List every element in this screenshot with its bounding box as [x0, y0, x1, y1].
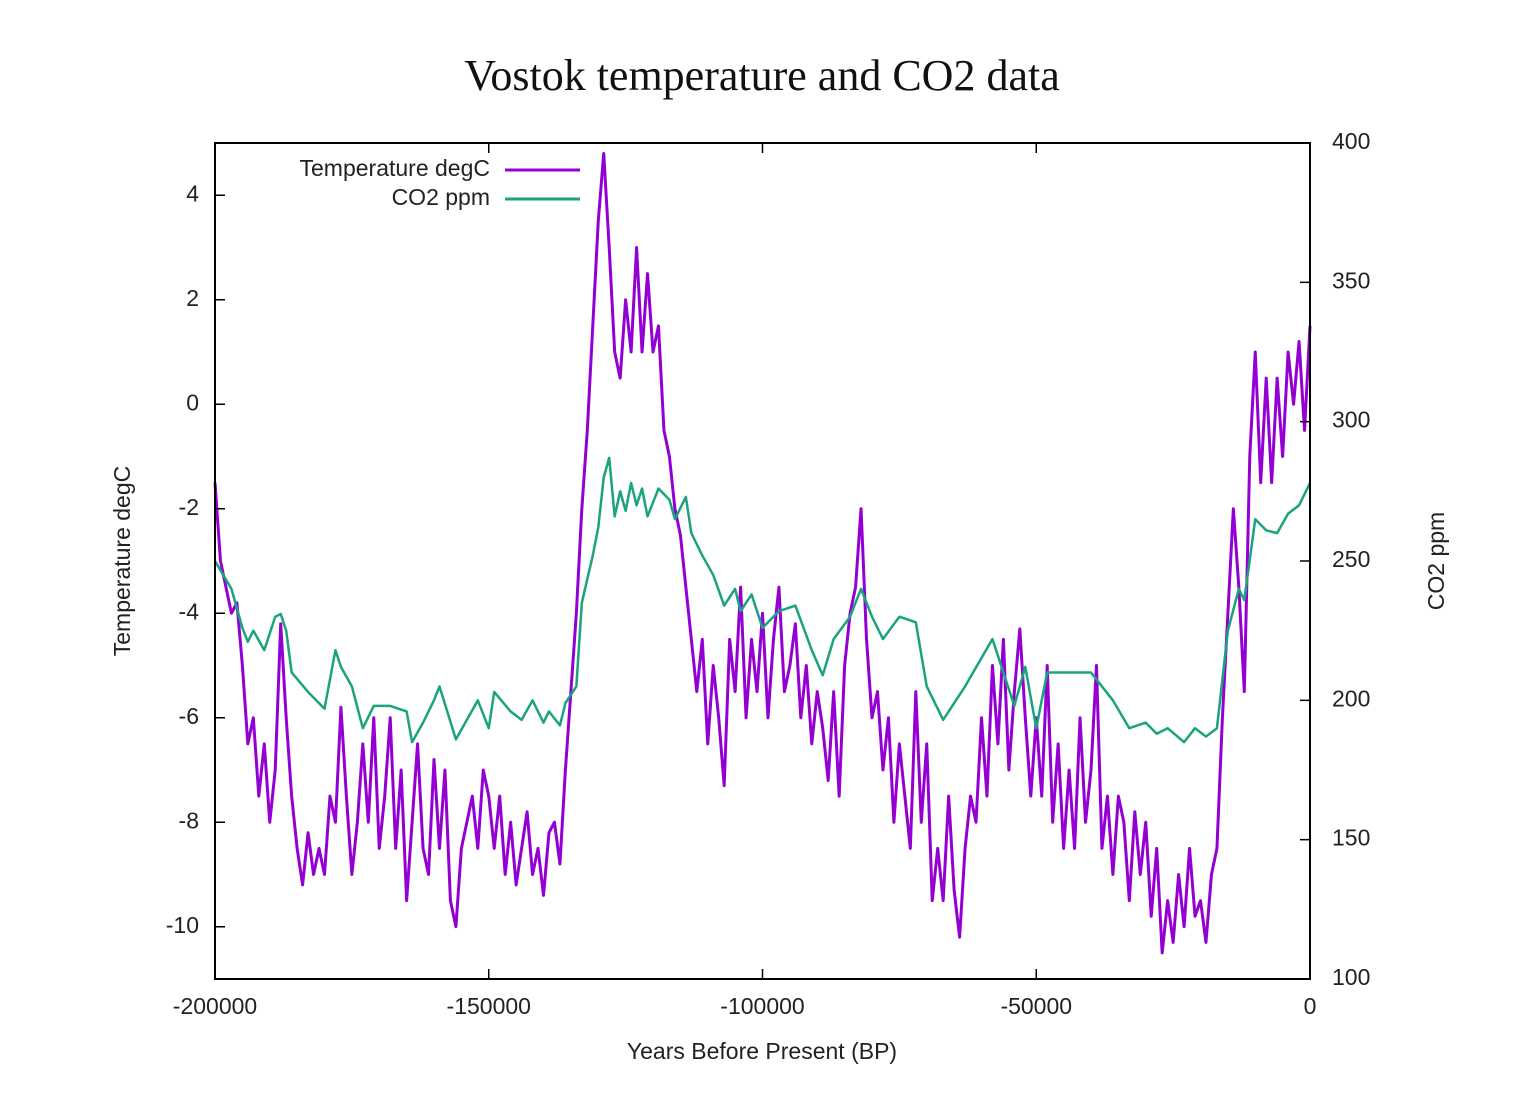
series-line — [213, 151, 1312, 955]
x-tick-label: -150000 — [447, 993, 531, 1019]
y-tick-label: -6 — [179, 703, 199, 729]
y2-tick-label: 300 — [1332, 407, 1370, 433]
x-tick-label: 0 — [1304, 993, 1317, 1019]
series-line — [213, 456, 1312, 744]
y-tick-label: 2 — [186, 285, 199, 311]
y-tick-label: -2 — [179, 494, 199, 520]
y2-axis-label: CO2 ppm — [1423, 512, 1449, 610]
y2-tick-label: 400 — [1332, 128, 1370, 154]
plot-area — [213, 151, 1312, 955]
y2-tick-label: 250 — [1332, 546, 1370, 572]
y2-tick-label: 150 — [1332, 825, 1370, 851]
y-tick-label: -8 — [179, 807, 199, 833]
legend-label: CO2 ppm — [392, 184, 490, 210]
legend-label: Temperature degC — [300, 155, 491, 181]
y-tick-label: 4 — [186, 180, 199, 206]
y2-tick-label: 350 — [1332, 267, 1370, 293]
x-tick-label: -100000 — [720, 993, 804, 1019]
x-tick-label: -50000 — [1000, 993, 1072, 1019]
y-tick-label: 0 — [186, 389, 199, 415]
y2-tick-label: 200 — [1332, 685, 1370, 711]
y-axis-label: Temperature degC — [109, 466, 135, 657]
x-axis-label: Years Before Present (BP) — [627, 1038, 897, 1064]
x-tick-label: -200000 — [173, 993, 257, 1019]
chart-title: Vostok temperature and CO2 data — [464, 51, 1059, 100]
y2-tick-label: 100 — [1332, 964, 1370, 990]
y-tick-label: -4 — [179, 598, 200, 624]
y-tick-label: -10 — [166, 912, 199, 938]
